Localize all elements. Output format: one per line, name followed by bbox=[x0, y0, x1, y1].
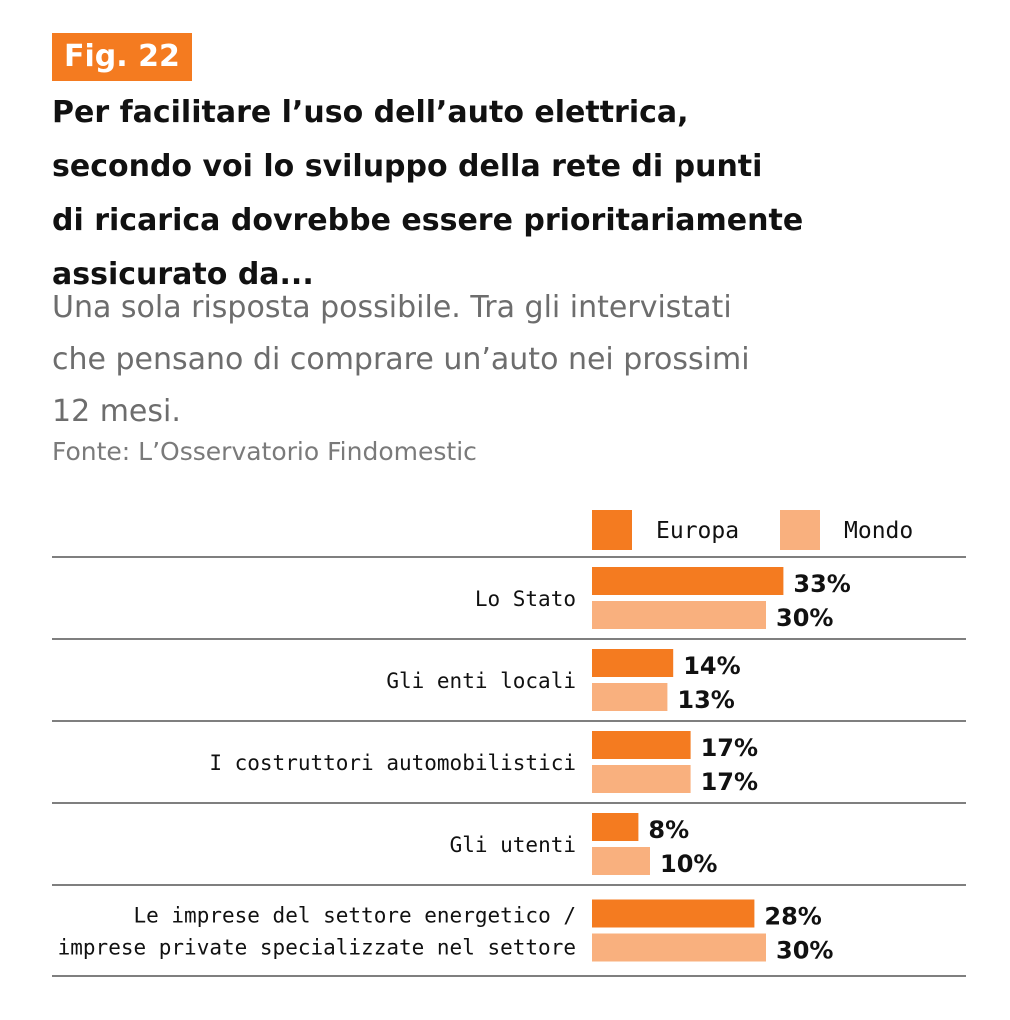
category-label: Gli utenti bbox=[450, 833, 576, 857]
bar-europa bbox=[592, 813, 639, 841]
data-label: 13% bbox=[677, 686, 734, 714]
bar-mondo bbox=[592, 601, 766, 629]
chart-title-line: secondo voi lo sviluppo della rete di pu… bbox=[52, 149, 763, 184]
chart-title-line: di ricarica dovrebbe essere prioritariam… bbox=[52, 203, 804, 238]
data-label: 10% bbox=[660, 850, 717, 878]
data-label: 30% bbox=[776, 937, 833, 965]
data-label: 33% bbox=[793, 570, 850, 598]
data-label: 17% bbox=[701, 734, 758, 762]
data-label: 28% bbox=[764, 903, 821, 931]
category-label: Lo Stato bbox=[475, 587, 576, 611]
chart-subtitle-line: 12 mesi. bbox=[52, 394, 181, 429]
category-label: I costruttori automobilistici bbox=[209, 751, 576, 775]
chart-source: Fonte: L’Osservatorio Findomestic bbox=[52, 437, 477, 466]
category-label: Gli enti locali bbox=[386, 669, 576, 693]
bar-mondo bbox=[592, 765, 691, 793]
chart-subtitle-line: che pensano di comprare un’auto nei pros… bbox=[52, 342, 750, 377]
data-label: 8% bbox=[648, 816, 689, 844]
data-label: 17% bbox=[701, 768, 758, 796]
bar-europa bbox=[592, 649, 674, 677]
chart-title: Per facilitare l’uso dell’auto elettrica… bbox=[52, 86, 952, 302]
bar-mondo bbox=[592, 683, 668, 711]
legend-label-europa: Europa bbox=[656, 518, 740, 544]
bar-europa bbox=[592, 567, 784, 595]
chart-legend: Europa Mondo bbox=[0, 508, 1010, 550]
category-label: imprese private specializzate nel settor… bbox=[58, 936, 576, 960]
category-label: Le imprese del settore energetico / bbox=[133, 904, 576, 928]
bar-mondo bbox=[592, 933, 766, 962]
bar-europa bbox=[592, 731, 691, 759]
legend-label-mondo: Mondo bbox=[844, 518, 914, 544]
chart-subtitle-line: Una sola risposta possibile. Tra gli int… bbox=[52, 290, 732, 325]
chart-subtitle: Una sola risposta possibile. Tra gli int… bbox=[52, 282, 952, 438]
chart-title-line: assicurato da... bbox=[52, 257, 314, 292]
data-label: 30% bbox=[776, 604, 833, 632]
legend-swatch-europa bbox=[592, 510, 632, 550]
data-label: 14% bbox=[683, 652, 740, 680]
bar-mondo bbox=[592, 847, 650, 875]
figure-badge: Fig. 22 bbox=[52, 33, 192, 81]
chart-title-line: Per facilitare l’uso dell’auto elettrica… bbox=[52, 95, 689, 130]
bar-europa bbox=[592, 899, 755, 928]
legend-swatch-mondo bbox=[780, 510, 820, 550]
